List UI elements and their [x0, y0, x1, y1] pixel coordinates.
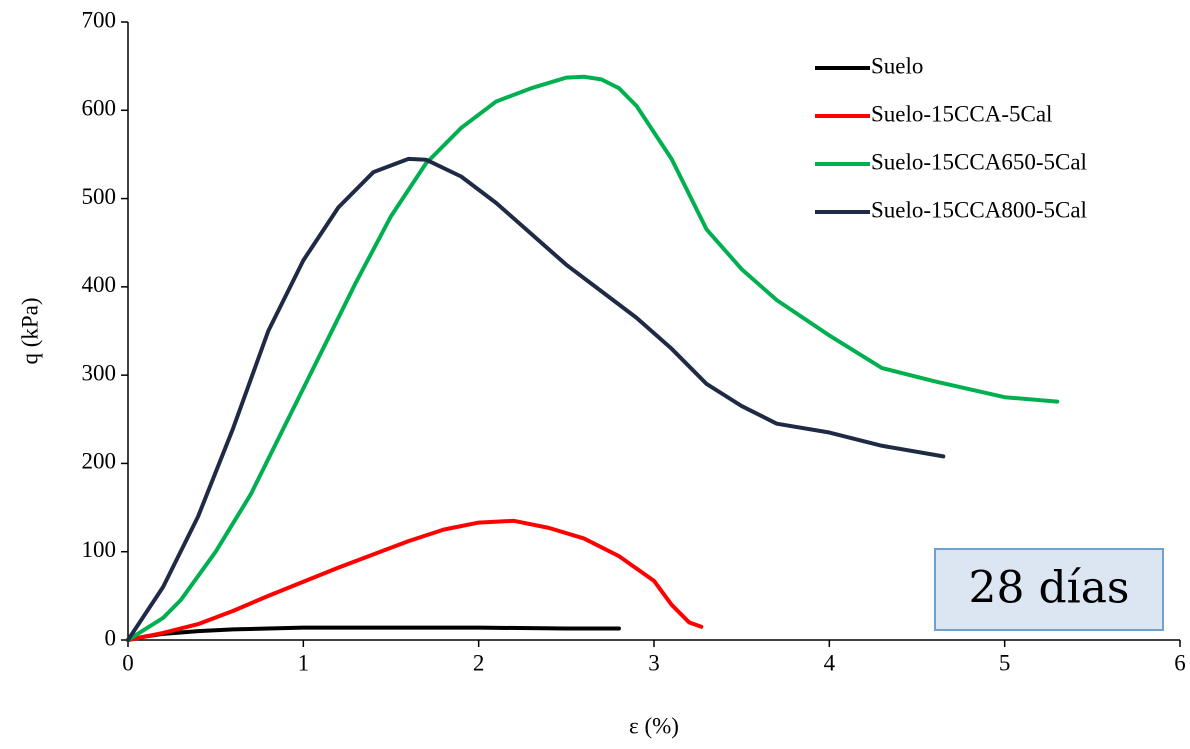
legend-label: Suelo-15CCA800-5Cal: [871, 197, 1087, 222]
x-tick-label: 0: [122, 650, 134, 675]
y-axis-label: q (kPa): [17, 297, 42, 364]
y-tick-label: 600: [82, 96, 117, 121]
y-tick-label: 100: [82, 537, 117, 562]
y-tick-label: 300: [82, 360, 117, 385]
y-tick-label: 700: [82, 7, 117, 32]
legend-label: Suelo: [871, 53, 923, 78]
x-tick-label: 6: [1174, 650, 1186, 675]
annotation-box: [934, 548, 1164, 631]
legend-label: Suelo-15CCA650-5Cal: [871, 149, 1087, 174]
series-line: [126, 518, 704, 642]
y-tick-label: 200: [82, 449, 117, 474]
annotation: 28 días: [968, 563, 1129, 614]
y-tick-label: 0: [105, 625, 117, 650]
series-line: [126, 74, 1060, 642]
x-tick-label: 2: [473, 650, 485, 675]
x-axis-label: ε (%): [629, 713, 679, 738]
y-tick-label: 400: [82, 272, 117, 297]
x-tick-label: 5: [999, 650, 1011, 675]
x-tick-label: 1: [298, 650, 310, 675]
y-tick-label: 500: [82, 184, 117, 209]
x-tick-label: 3: [648, 650, 660, 675]
x-tick-label: 4: [824, 650, 836, 675]
legend-label: Suelo-15CCA-5Cal: [871, 101, 1052, 126]
series-line: [126, 156, 946, 642]
